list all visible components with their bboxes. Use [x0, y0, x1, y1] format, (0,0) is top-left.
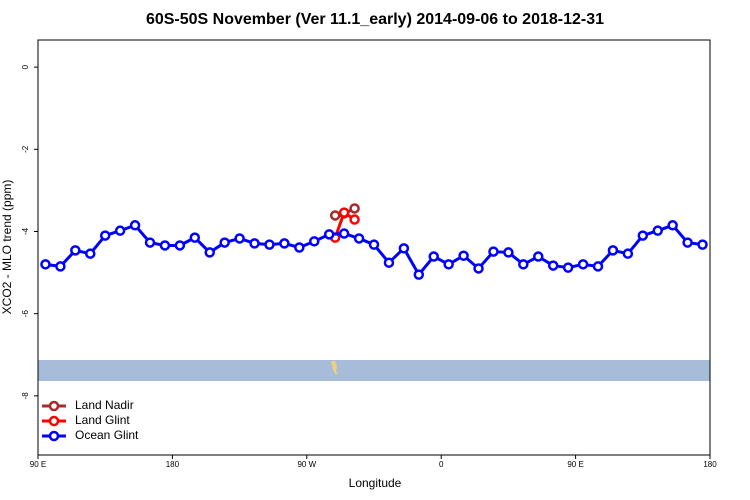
data-point [349, 214, 360, 225]
data-point [383, 257, 395, 268]
data-point [309, 236, 320, 247]
data-point [70, 245, 81, 256]
data-point [40, 259, 51, 270]
data-point [264, 239, 275, 250]
y-tick-label: -4 [21, 227, 30, 235]
data-point [55, 261, 66, 272]
data-point [338, 228, 350, 239]
y-tick-label: -2 [21, 145, 30, 153]
x-axis-label: Longitude [349, 476, 402, 490]
data-point [219, 237, 230, 248]
data-point [174, 240, 186, 251]
data-point [144, 237, 156, 248]
data-point [562, 262, 574, 273]
legend-marker [48, 400, 60, 412]
x-tick-label: 90 W [297, 460, 316, 469]
data-point [622, 248, 634, 259]
x-tick-label: 180 [703, 460, 717, 469]
data-point [443, 259, 454, 270]
x-tick-label: 180 [166, 460, 180, 469]
data-point [279, 238, 290, 249]
legend-marker [48, 415, 60, 427]
data-point [458, 250, 469, 261]
legend-label: Land Nadir [75, 398, 134, 412]
legend-label: Ocean Glint [75, 428, 139, 442]
data-point [503, 247, 514, 258]
data-point [547, 260, 559, 271]
y-axis-label: XCO2 - MLO trend (ppm) [0, 180, 14, 315]
data-point [518, 259, 529, 270]
data-point [682, 237, 693, 248]
data-point [329, 210, 341, 221]
data-point [413, 269, 425, 280]
data-point [349, 203, 360, 214]
x-tick-label: 90 E [567, 460, 583, 469]
map-strip [38, 360, 710, 381]
plot-frame [37, 39, 711, 456]
data-point [577, 259, 589, 270]
legend-label: Land Glint [75, 413, 130, 427]
data-point [473, 263, 484, 274]
data-point [129, 220, 141, 231]
x-tick-label: 0 [439, 460, 444, 469]
data-point [249, 238, 260, 249]
data-point [667, 220, 678, 231]
data-point [398, 243, 410, 254]
data-point [204, 247, 215, 258]
data-point [697, 239, 708, 250]
data-point [323, 229, 335, 240]
data-point [652, 225, 663, 236]
data-point [85, 248, 96, 259]
data-point [234, 233, 245, 244]
data-point [338, 207, 350, 218]
data-point [368, 239, 380, 250]
y-tick-label: -8 [21, 392, 30, 400]
data-point [99, 230, 111, 241]
data-point [189, 232, 201, 243]
data-point [607, 245, 619, 256]
data-point [294, 242, 305, 253]
x-tick-label: 90 E [30, 460, 46, 469]
data-point [353, 233, 365, 244]
data-point [114, 225, 126, 236]
data-point [159, 240, 171, 251]
chart-title: 60S-50S November (Ver 11.1_early) 2014-0… [146, 11, 604, 28]
series-line [45, 223, 703, 278]
y-tick-label: 0 [21, 64, 30, 69]
legend-marker [48, 430, 60, 442]
data-point [428, 251, 439, 262]
data-point [488, 246, 499, 257]
data-point [592, 261, 604, 272]
map-land [331, 361, 339, 374]
data-point [533, 251, 544, 262]
data-point [637, 230, 649, 241]
y-tick-label: -6 [21, 310, 30, 318]
